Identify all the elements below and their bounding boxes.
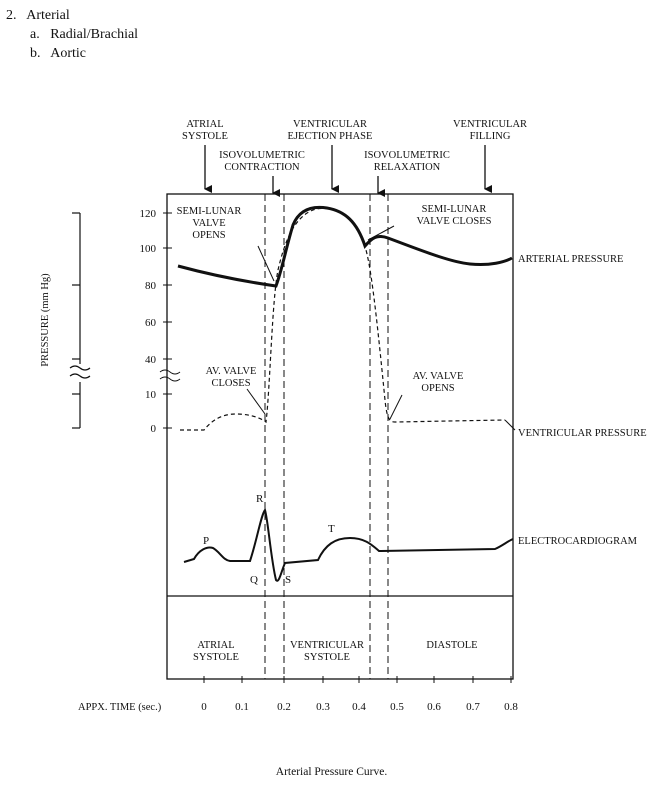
semilunar-opens-line2: VALVE bbox=[192, 218, 225, 229]
arterial-pressure-curve bbox=[177, 205, 513, 288]
y-axis-label: PRESSURE (mm Hg) bbox=[40, 273, 51, 367]
y-tick-label: 60 bbox=[145, 317, 157, 329]
bottom-atrial-systole-line1: ATRIAL bbox=[197, 640, 234, 651]
semilunar-closes-line2: VALVE CLOSES bbox=[417, 216, 492, 227]
ventricular-pressure-label: VENTRICULAR PRESSURE bbox=[518, 428, 647, 439]
bottom-atrial-systole-line2: SYSTOLE bbox=[193, 652, 239, 663]
y-tick-label: 0 bbox=[151, 423, 157, 435]
av-closes-line1: AV. VALVE bbox=[206, 366, 257, 377]
y-tick-label: 120 bbox=[140, 208, 157, 220]
x-tick-label: 0.7 bbox=[466, 701, 480, 713]
av-closes-line2: CLOSES bbox=[211, 378, 250, 389]
phase-isovolumetric-relaxation-line2: RELAXATION bbox=[374, 162, 441, 173]
y-tick-label: 10 bbox=[145, 389, 157, 401]
bottom-diastole: DIASTOLE bbox=[426, 640, 477, 651]
y-tick-label: 80 bbox=[145, 280, 157, 292]
phase-atrial-systole-line1: ATRIAL bbox=[186, 119, 223, 130]
phase-isovolumetric-contraction-line1: ISOVOLUMETRIC bbox=[219, 150, 305, 161]
av-opens-line1: AV. VALVE bbox=[413, 371, 464, 382]
ecg-label: ELECTROCARDIOGRAM bbox=[518, 536, 638, 547]
outline: 2. Arterial a. Radial/Brachial b. Aortic bbox=[6, 6, 138, 63]
y-tick-label: 40 bbox=[145, 354, 157, 366]
top-phase-labels: ATRIAL SYSTOLE ISOVOLUMETRIC CONTRACTION… bbox=[182, 119, 527, 173]
sub-a-marker: a. bbox=[30, 27, 40, 42]
item-title: Arterial bbox=[26, 8, 70, 23]
y-tick-marks bbox=[163, 212, 172, 429]
phase-ventricular-filling-line2: FILLING bbox=[470, 131, 511, 142]
phase-ventricular-ejection-line2: EJECTION PHASE bbox=[288, 131, 373, 142]
x-tick-label: 0.5 bbox=[390, 701, 404, 713]
phase-arrows bbox=[204, 145, 492, 197]
ecg-curve bbox=[183, 507, 514, 582]
sub-b-marker: b. bbox=[30, 46, 41, 61]
phase-ventricular-filling-line1: VENTRICULAR bbox=[453, 119, 527, 130]
phase-atrial-systole-line2: SYSTOLE bbox=[182, 131, 228, 142]
x-tick-label: 0.4 bbox=[352, 701, 366, 713]
x-tick-label: 0 bbox=[201, 701, 207, 713]
ventricular-pressure-curve bbox=[180, 207, 506, 431]
phase-isovolumetric-contraction-line2: CONTRACTION bbox=[224, 162, 300, 173]
ecg-r-label: R bbox=[256, 493, 264, 505]
ecg-q-label: Q bbox=[250, 574, 258, 586]
outline-item-arterial: 2. Arterial bbox=[6, 6, 138, 25]
phase-ventricular-ejection-line1: VENTRICULAR bbox=[293, 119, 367, 130]
bottom-ventricular-systole-line2: SYSTOLE bbox=[304, 652, 350, 663]
x-axis-label: APPX. TIME (sec.) bbox=[78, 702, 162, 713]
y-tick-label: 100 bbox=[140, 243, 157, 255]
x-tick-label: 0.2 bbox=[277, 701, 291, 713]
bottom-ventricular-systole-line1: VENTRICULAR bbox=[290, 640, 364, 651]
ecg-s-label: S bbox=[285, 574, 291, 586]
ecg-p-label: P bbox=[203, 535, 209, 547]
outline-subitem-a: a. Radial/Brachial bbox=[6, 25, 138, 44]
pressure-bracket bbox=[69, 212, 91, 429]
ecg-wave-labels: P Q R S T bbox=[203, 493, 335, 586]
semilunar-opens-line3: OPENS bbox=[192, 230, 225, 241]
x-tick-label: 0.1 bbox=[235, 701, 249, 713]
ecg-t-label: T bbox=[328, 523, 335, 535]
av-opens-line2: OPENS bbox=[421, 383, 454, 394]
semilunar-opens-line1: SEMI-LUNAR bbox=[177, 206, 242, 217]
annotation-pointers bbox=[246, 225, 516, 431]
diagram-frame bbox=[166, 193, 514, 680]
x-tick-label: 0.3 bbox=[316, 701, 330, 713]
phase-boundary-lines bbox=[264, 194, 389, 679]
sub-b-text: Aortic bbox=[50, 46, 86, 61]
valve-annotations: SEMI-LUNAR VALVE OPENS SEMI-LUNAR VALVE … bbox=[177, 204, 492, 394]
bottom-phase-labels: ATRIAL SYSTOLE VENTRICULAR SYSTOLE DIAST… bbox=[193, 640, 478, 663]
x-tick-label: 0.8 bbox=[504, 701, 518, 713]
item-number: 2. bbox=[6, 8, 17, 23]
x-tick-labels: 0 0.1 0.2 0.3 0.4 0.5 0.6 0.7 0.8 bbox=[201, 701, 518, 713]
y-tick-labels: 120 100 80 60 40 10 0 bbox=[140, 208, 157, 435]
semilunar-closes-line1: SEMI-LUNAR bbox=[422, 204, 487, 215]
figure-caption: Arterial Pressure Curve. bbox=[275, 766, 388, 778]
outline-subitem-b: b. Aortic bbox=[6, 44, 138, 63]
frame-axis-break bbox=[159, 369, 181, 382]
arterial-pressure-label: ARTERIAL PRESSURE bbox=[518, 254, 623, 265]
sub-a-text: Radial/Brachial bbox=[50, 27, 139, 42]
x-tick-label: 0.6 bbox=[427, 701, 441, 713]
phase-isovolumetric-relaxation-line1: ISOVOLUMETRIC bbox=[364, 150, 450, 161]
x-tick-marks bbox=[203, 676, 512, 683]
